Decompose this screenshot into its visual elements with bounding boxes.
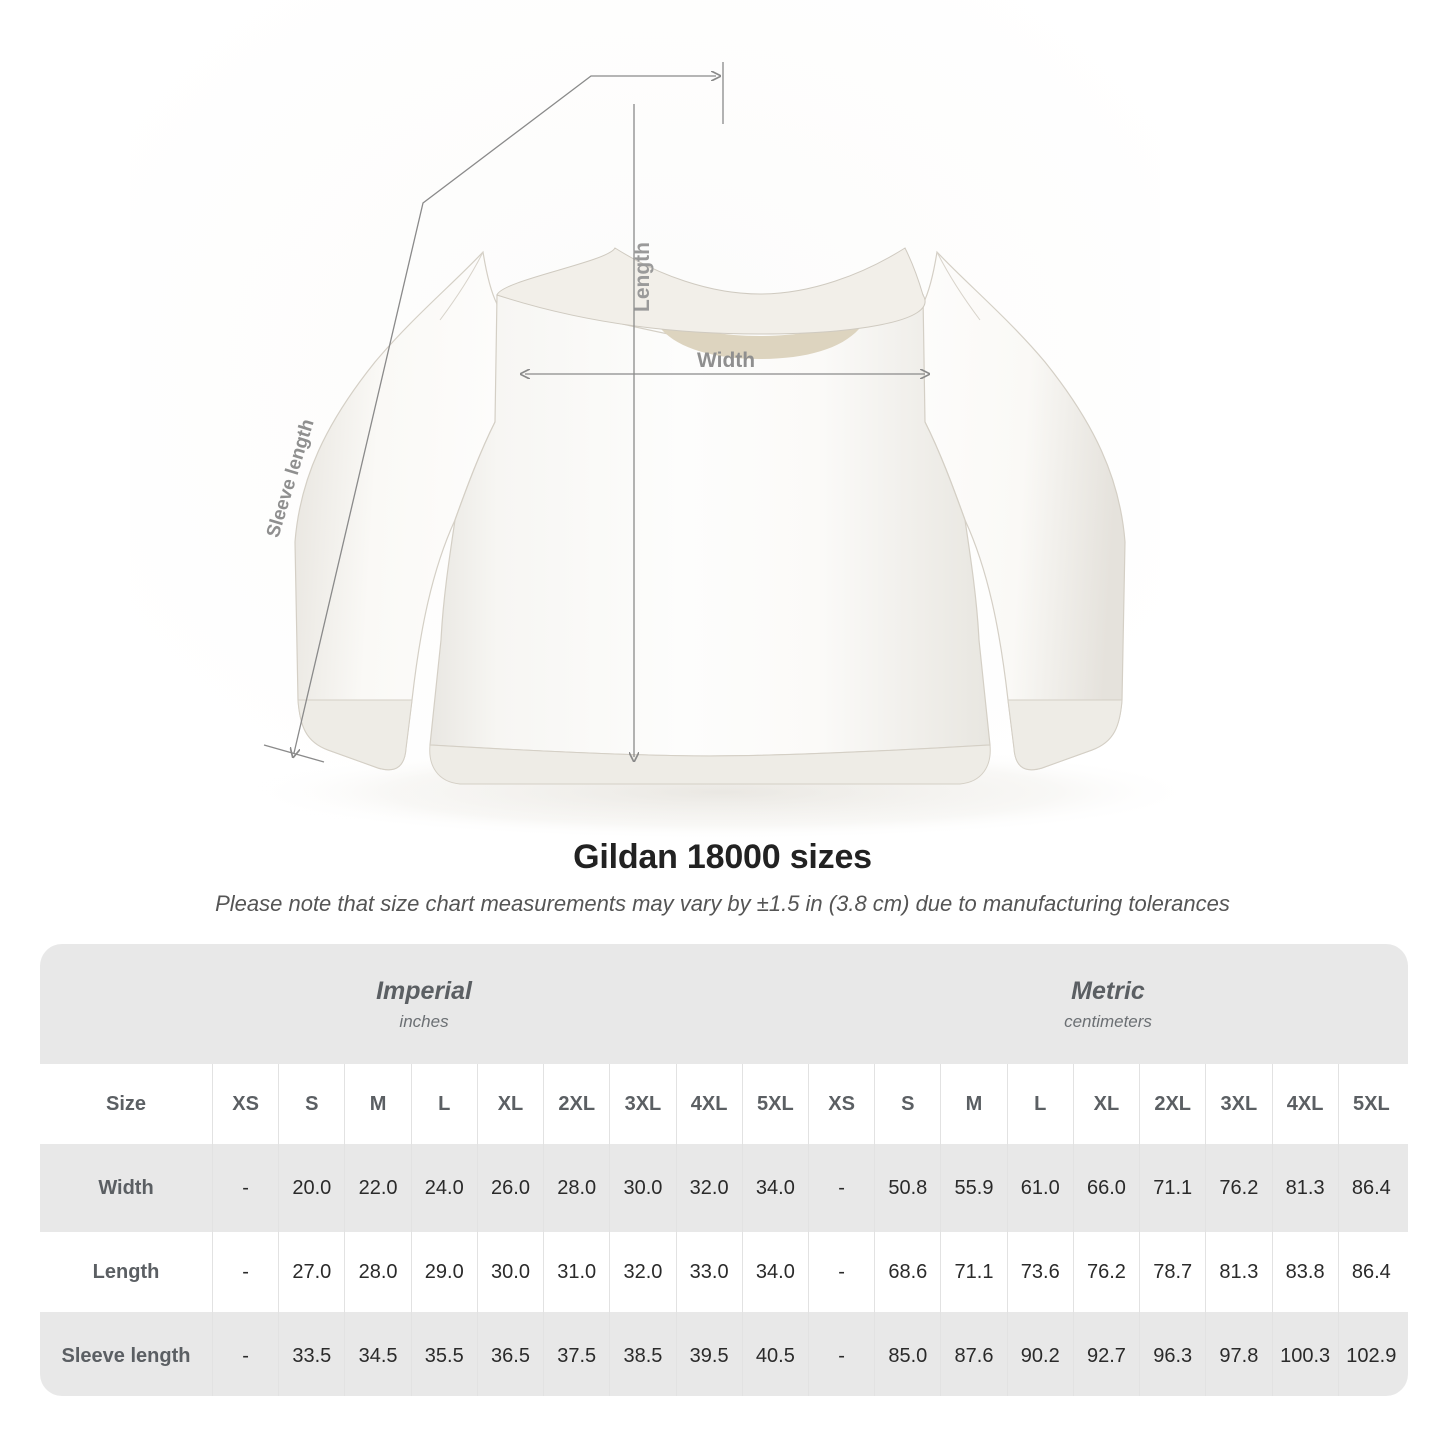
- svg-text:Length: Length: [631, 242, 654, 312]
- svg-text:Width: Width: [697, 349, 755, 372]
